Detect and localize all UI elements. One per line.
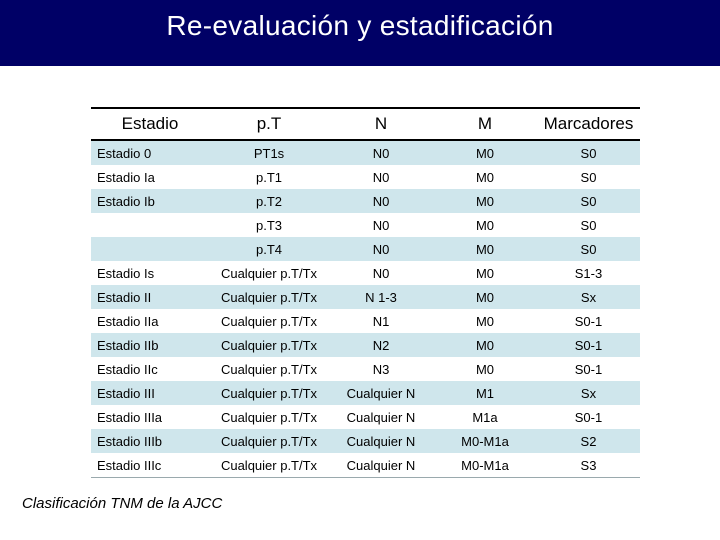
- cell-n: N2: [329, 333, 433, 357]
- table-row: Estadio II Cualquier p.T/Tx N 1-3 M0 Sx: [91, 285, 640, 309]
- cell-m: M0: [433, 261, 537, 285]
- cell-m: M0: [433, 237, 537, 261]
- table-header-row: Estadio p.T N M Marcadores: [91, 107, 640, 141]
- cell-marker: Sx: [537, 285, 640, 309]
- cell-pt: p.T1: [209, 165, 329, 189]
- cell-stage: Estadio IIa: [91, 309, 209, 333]
- table-row: Estadio Is Cualquier p.T/Tx N0 M0 S1-3: [91, 261, 640, 285]
- cell-pt: Cualquier p.T/Tx: [209, 453, 329, 478]
- cell-m: M0: [433, 165, 537, 189]
- cell-marker: S1-3: [537, 261, 640, 285]
- cell-stage: Estadio IIc: [91, 357, 209, 381]
- cell-pt: Cualquier p.T/Tx: [209, 357, 329, 381]
- table-body: Estadio 0 PT1s N0 M0 S0 Estadio Ia p.T1 N0 M0 S0 E…: [91, 140, 640, 478]
- cell-pt: Cualquier p.T/Tx: [209, 405, 329, 429]
- cell-marker: S0-1: [537, 333, 640, 357]
- cell-stage: Estadio 0: [91, 140, 209, 165]
- cell-n: N0: [329, 261, 433, 285]
- cell-n: N0: [329, 189, 433, 213]
- table-row: Estadio 0 PT1s N0 M0 S0: [91, 140, 640, 165]
- cell-stage: Estadio III: [91, 381, 209, 405]
- cell-marker: S0: [537, 189, 640, 213]
- cell-pt: p.T2: [209, 189, 329, 213]
- header-marcadores: Marcadores: [537, 107, 640, 141]
- cell-pt: Cualquier p.T/Tx: [209, 333, 329, 357]
- cell-m: M0-M1a: [433, 429, 537, 453]
- header-n: N: [329, 107, 433, 141]
- cell-marker: S0: [537, 140, 640, 165]
- cell-marker: S2: [537, 429, 640, 453]
- cell-n: N3: [329, 357, 433, 381]
- cell-m: M0-M1a: [433, 453, 537, 478]
- header-m: M: [433, 107, 537, 141]
- cell-m: M1a: [433, 405, 537, 429]
- cell-n: Cualquier N: [329, 381, 433, 405]
- table-row: p.T4 N0 M0 S0: [91, 237, 640, 261]
- title-bar: Re-evaluación y estadificación: [0, 0, 720, 66]
- table-row: Estadio IIc Cualquier p.T/Tx N3 M0 S0-1: [91, 357, 640, 381]
- cell-stage: [91, 237, 209, 261]
- cell-pt: p.T4: [209, 237, 329, 261]
- cell-stage: Estadio IIIb: [91, 429, 209, 453]
- cell-m: M0: [433, 213, 537, 237]
- cell-marker: S0-1: [537, 405, 640, 429]
- table-row: Estadio Ia p.T1 N0 M0 S0: [91, 165, 640, 189]
- table-row: Estadio Ib p.T2 N0 M0 S0: [91, 189, 640, 213]
- cell-stage: Estadio II: [91, 285, 209, 309]
- footer-note: Clasificación TNM de la AJCC: [22, 495, 223, 512]
- table-row: Estadio IIa Cualquier p.T/Tx N1 M0 S0-1: [91, 309, 640, 333]
- cell-marker: S0-1: [537, 309, 640, 333]
- header-estadio: Estadio: [91, 107, 209, 141]
- cell-pt: PT1s: [209, 140, 329, 165]
- cell-n: N0: [329, 165, 433, 189]
- table-row: Estadio III Cualquier p.T/Tx Cualquier N M1…: [91, 381, 640, 405]
- cell-n: N 1-3: [329, 285, 433, 309]
- cell-n: N0: [329, 213, 433, 237]
- header-pt: p.T: [209, 107, 329, 141]
- cell-m: M0: [433, 357, 537, 381]
- cell-n: N0: [329, 140, 433, 165]
- cell-pt: Cualquier p.T/Tx: [209, 381, 329, 405]
- cell-n: Cualquier N: [329, 453, 433, 478]
- cell-stage: Estadio IIIa: [91, 405, 209, 429]
- cell-pt: Cualquier p.T/Tx: [209, 309, 329, 333]
- cell-m: M0: [433, 309, 537, 333]
- cell-m: M0: [433, 285, 537, 309]
- table-row: p.T3 N0 M0 S0: [91, 213, 640, 237]
- staging-table: Estadio p.T N M Marcadores Estadio 0 PT1s…: [91, 107, 640, 478]
- cell-pt: Cualquier p.T/Tx: [209, 285, 329, 309]
- cell-marker: S0: [537, 237, 640, 261]
- cell-m: M0: [433, 140, 537, 165]
- table-row: Estadio IIb Cualquier p.T/Tx N2 M0 S0-1: [91, 333, 640, 357]
- cell-marker: S3: [537, 453, 640, 478]
- cell-m: M0: [433, 333, 537, 357]
- cell-stage: Estadio IIIc: [91, 453, 209, 478]
- slide-title: Re-evaluación y estadificación: [166, 10, 554, 41]
- cell-pt: Cualquier p.T/Tx: [209, 261, 329, 285]
- cell-n: N0: [329, 237, 433, 261]
- cell-pt: Cualquier p.T/Tx: [209, 429, 329, 453]
- cell-n: Cualquier N: [329, 429, 433, 453]
- cell-marker: S0: [537, 213, 640, 237]
- cell-m: M0: [433, 189, 537, 213]
- cell-marker: S0: [537, 165, 640, 189]
- cell-stage: Estadio Is: [91, 261, 209, 285]
- cell-m: M1: [433, 381, 537, 405]
- cell-stage: Estadio Ib: [91, 189, 209, 213]
- cell-n: Cualquier N: [329, 405, 433, 429]
- cell-pt: p.T3: [209, 213, 329, 237]
- cell-n: N1: [329, 309, 433, 333]
- cell-stage: Estadio IIb: [91, 333, 209, 357]
- cell-stage: [91, 213, 209, 237]
- cell-stage: Estadio Ia: [91, 165, 209, 189]
- cell-marker: S0-1: [537, 357, 640, 381]
- cell-marker: Sx: [537, 381, 640, 405]
